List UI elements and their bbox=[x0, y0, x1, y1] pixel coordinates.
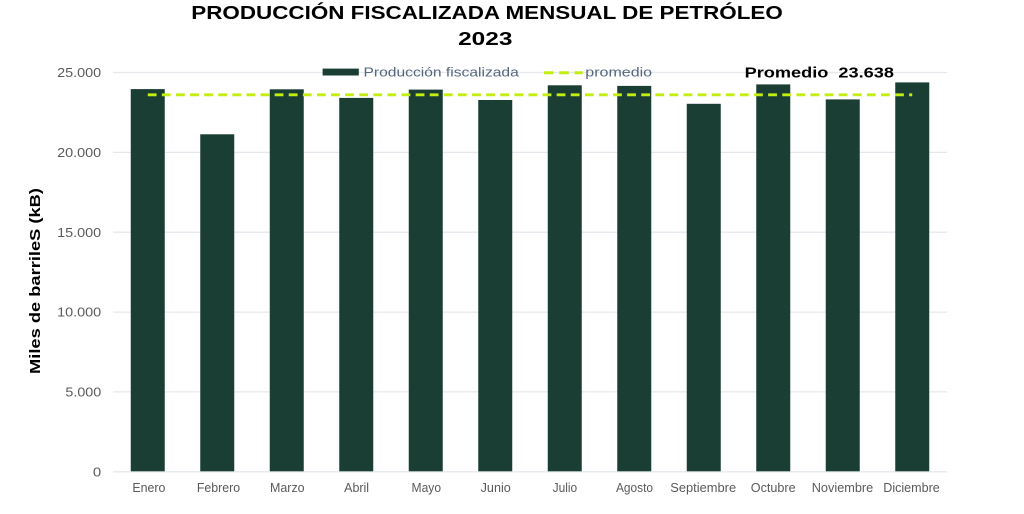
svg-text:Junio: Junio bbox=[481, 480, 511, 495]
svg-text:Febrero: Febrero bbox=[197, 480, 240, 495]
svg-text:Promedio 23.638: Promedio 23.638 bbox=[745, 65, 894, 82]
svg-text:20.000: 20.000 bbox=[57, 145, 101, 160]
svg-text:Abril: Abril bbox=[344, 480, 369, 495]
svg-text:Noviembre: Noviembre bbox=[812, 480, 874, 495]
svg-text:Septiembre: Septiembre bbox=[670, 480, 736, 495]
svg-text:Agosto: Agosto bbox=[616, 480, 653, 495]
svg-text:25.000: 25.000 bbox=[57, 65, 101, 80]
svg-text:15.000: 15.000 bbox=[57, 225, 101, 240]
svg-text:Producción fiscalizada: Producción fiscalizada bbox=[364, 65, 520, 80]
svg-text:2023: 2023 bbox=[458, 28, 512, 49]
svg-text:Miles de barrileS (kB): Miles de barrileS (kB) bbox=[27, 188, 44, 374]
svg-text:Mayo: Mayo bbox=[412, 480, 442, 495]
svg-text:5.000: 5.000 bbox=[65, 385, 101, 400]
svg-text:PRODUCCIÓN FISCALIZADA MENSUAL: PRODUCCIÓN FISCALIZADA MENSUAL DE PETRÓL… bbox=[191, 2, 783, 23]
svg-text:Enero: Enero bbox=[132, 480, 165, 495]
svg-text:Marzo: Marzo bbox=[270, 480, 305, 495]
svg-text:promedio: promedio bbox=[585, 65, 652, 80]
svg-text:10.000: 10.000 bbox=[57, 305, 101, 320]
svg-text:Octubre: Octubre bbox=[751, 480, 796, 495]
svg-text:Diciembre: Diciembre bbox=[883, 480, 940, 495]
svg-text:Julio: Julio bbox=[553, 480, 578, 495]
svg-text:0: 0 bbox=[93, 464, 101, 479]
